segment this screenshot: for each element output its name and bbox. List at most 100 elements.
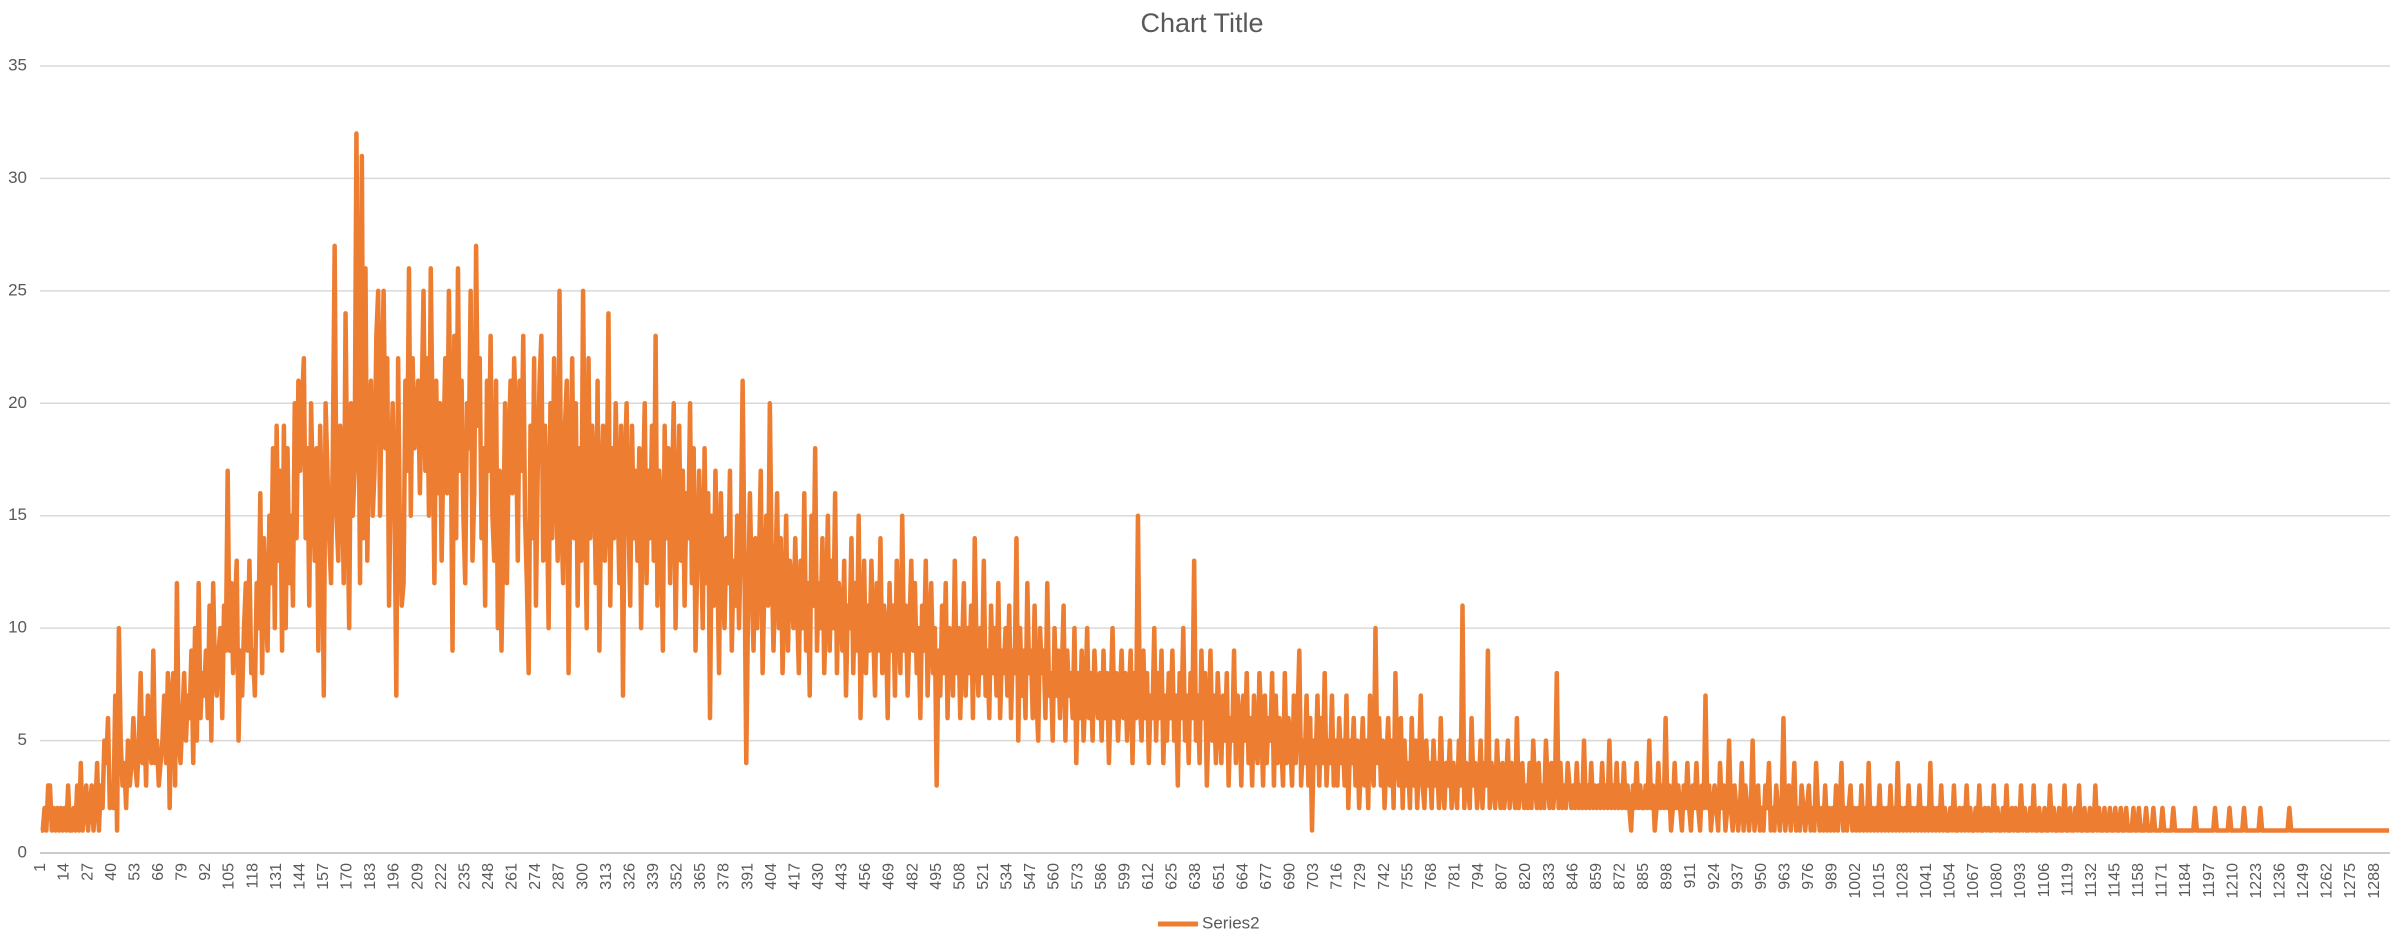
x-tick-label: 482 (904, 863, 921, 890)
x-tick-label: 898 (1659, 863, 1676, 890)
x-tick-label: 196 (386, 863, 403, 890)
x-tick-label: 521 (975, 863, 992, 890)
x-tick-label: 768 (1423, 863, 1440, 890)
x-tick-label: 1249 (2295, 863, 2312, 899)
x-tick-label: 222 (433, 863, 450, 890)
x-tick-label: 560 (1046, 863, 1063, 890)
x-tick-label: 573 (1069, 863, 1086, 890)
x-tick-label: 651 (1211, 863, 1228, 890)
x-tick-label: 274 (527, 863, 544, 890)
x-tick-label: 1171 (2154, 863, 2171, 898)
x-tick-label: 937 (1729, 863, 1746, 890)
x-tick-label: 872 (1611, 863, 1628, 890)
x-tick-label: 170 (339, 863, 356, 890)
x-tick-label: 183 (362, 863, 379, 890)
legend-label: Series2 (1202, 913, 1260, 932)
x-tick-label: 859 (1588, 863, 1605, 890)
x-tick-label: 339 (645, 863, 662, 890)
x-tick-label: 300 (574, 863, 591, 890)
x-tick-label: 1080 (1989, 863, 2006, 899)
x-tick-label: 1015 (1871, 863, 1888, 899)
x-tick-label: 14 (56, 863, 73, 881)
x-tick-label: 989 (1824, 863, 1841, 890)
x-tick-label: 833 (1541, 863, 1558, 890)
x-tick-label: 1119 (2059, 863, 2076, 896)
x-tick-label: 1158 (2130, 863, 2147, 898)
x-tick-label: 456 (857, 863, 874, 890)
x-tick-label: 1132 (2083, 863, 2100, 898)
x-tick-label: 950 (1753, 863, 1770, 890)
x-tick-label: 716 (1329, 863, 1346, 890)
x-tick-label: 1262 (2319, 863, 2336, 899)
x-tick-label: 1184 (2177, 863, 2194, 898)
x-tick-label: 66 (150, 863, 167, 881)
x-tick-label: 677 (1258, 863, 1275, 890)
x-tick-label: 1145 (2107, 863, 2124, 898)
x-tick-label: 378 (716, 863, 733, 890)
x-tick-label: 261 (504, 863, 521, 890)
x-tick-label: 1197 (2201, 863, 2218, 898)
x-tick-label: 92 (197, 863, 214, 881)
x-tick-label: 131 (268, 863, 285, 890)
x-tick-label: 534 (999, 863, 1016, 890)
x-tick-label: 157 (315, 863, 332, 890)
x-tick-label: 690 (1281, 863, 1298, 890)
x-tick-label: 885 (1635, 863, 1652, 890)
x-tick-label: 352 (669, 863, 686, 890)
x-tick-label: 1028 (1894, 863, 1911, 899)
x-tick-label: 391 (739, 863, 756, 890)
x-tick-label: 326 (621, 863, 638, 890)
x-tick-label: 404 (763, 863, 780, 890)
x-tick-label: 547 (1022, 863, 1039, 890)
x-tick-label: 495 (928, 863, 945, 890)
x-tick-label: 1106 (2036, 863, 2053, 898)
y-tick-label: 15 (8, 505, 27, 524)
x-tick-label: 248 (480, 863, 497, 890)
x-tick-label: 755 (1399, 863, 1416, 890)
x-tick-label: 963 (1776, 863, 1793, 890)
x-tick-label: 1093 (2012, 863, 2029, 899)
x-tick-label: 794 (1470, 863, 1487, 890)
x-tick-label: 27 (79, 863, 96, 881)
x-tick-label: 144 (291, 863, 308, 890)
x-tick-label: 443 (834, 863, 851, 890)
x-tick-label: 612 (1140, 863, 1157, 890)
y-tick-label: 10 (8, 618, 27, 637)
x-tick-label: 703 (1305, 863, 1322, 890)
x-tick-label: 924 (1706, 863, 1723, 890)
x-tick-label: 313 (598, 863, 615, 890)
x-tick-label: 469 (881, 863, 898, 890)
x-tick-label: 976 (1800, 863, 1817, 890)
x-tick-label: 287 (551, 863, 568, 890)
x-tick-label: 1210 (2224, 863, 2241, 899)
x-tick-label: 729 (1352, 863, 1369, 890)
x-tick-label: 79 (174, 863, 191, 881)
x-tick-label: 846 (1564, 863, 1581, 890)
y-tick-label: 30 (8, 168, 27, 187)
x-tick-label: 235 (456, 863, 473, 890)
x-tick-label: 1288 (2366, 863, 2383, 899)
x-tick-label: 365 (692, 863, 709, 890)
y-tick-label: 35 (8, 55, 27, 74)
y-tick-label: 5 (18, 730, 27, 749)
x-tick-label: 586 (1093, 863, 1110, 890)
x-tick-label: 1275 (2342, 863, 2359, 899)
x-tick-label: 1002 (1847, 863, 1864, 899)
x-tick-label: 1236 (2272, 863, 2289, 899)
x-tick-label: 53 (126, 863, 143, 881)
x-tick-label: 781 (1446, 863, 1463, 890)
y-tick-label: 25 (8, 280, 27, 299)
x-tick-label: 638 (1187, 863, 1204, 890)
x-tick-label: 1054 (1942, 863, 1959, 899)
chart-title: Chart Title (1140, 8, 1263, 38)
x-tick-label: 820 (1517, 863, 1534, 890)
x-tick-label: 664 (1234, 863, 1251, 890)
x-tick-label: 1041 (1918, 863, 1935, 899)
x-tick-label: 1223 (2248, 863, 2265, 899)
series-line (40, 131, 2390, 833)
y-tick-label: 20 (8, 393, 27, 412)
x-tick-label: 625 (1164, 863, 1181, 890)
x-tick-label: 105 (221, 863, 238, 890)
y-tick-label: 0 (18, 842, 27, 861)
